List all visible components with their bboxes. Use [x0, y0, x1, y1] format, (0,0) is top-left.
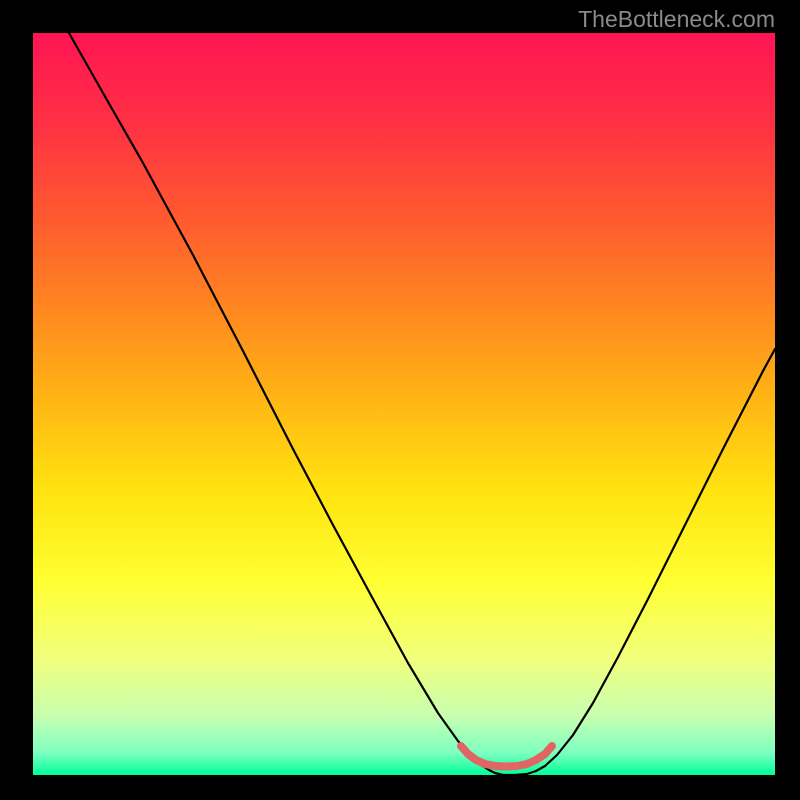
- bottom-marker: [461, 746, 552, 767]
- bottleneck-curve: [69, 33, 775, 775]
- chart-plot-area: [33, 33, 775, 775]
- watermark-text: TheBottleneck.com: [578, 6, 775, 33]
- chart-curve-layer: [33, 33, 775, 775]
